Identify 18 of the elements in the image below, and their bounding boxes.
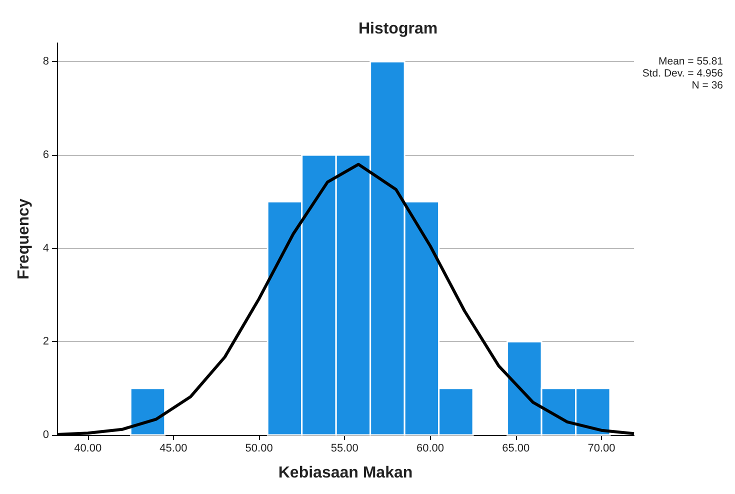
text: Mean = 55.81 — [658, 56, 724, 68]
text: Std. Dev. = 4.956 — [642, 68, 724, 80]
x-tick-label: 70.00 — [588, 442, 616, 454]
x-tick-label: 45.00 — [160, 442, 188, 454]
chart-title: Histogram — [358, 20, 438, 38]
x-tick-label: 50.00 — [245, 442, 273, 454]
x-tick-label: 65.00 — [502, 442, 530, 454]
x-tick-label: 55.00 — [330, 442, 358, 454]
x-tick-label: 40.00 — [74, 442, 102, 454]
x-tick-label: 60.00 — [416, 442, 444, 454]
x-axis-title: Kebiasaan Makan — [278, 464, 413, 482]
y-tick-label: 0 — [42, 429, 50, 441]
y-tick-label: 6 — [42, 149, 50, 161]
y-axis-title: Frequency — [16, 198, 32, 280]
y-tick-label: 4 — [42, 242, 50, 254]
text: N = 36 — [692, 80, 724, 92]
y-tick-label: 2 — [42, 336, 50, 348]
y-tick-label: 8 — [42, 56, 50, 68]
